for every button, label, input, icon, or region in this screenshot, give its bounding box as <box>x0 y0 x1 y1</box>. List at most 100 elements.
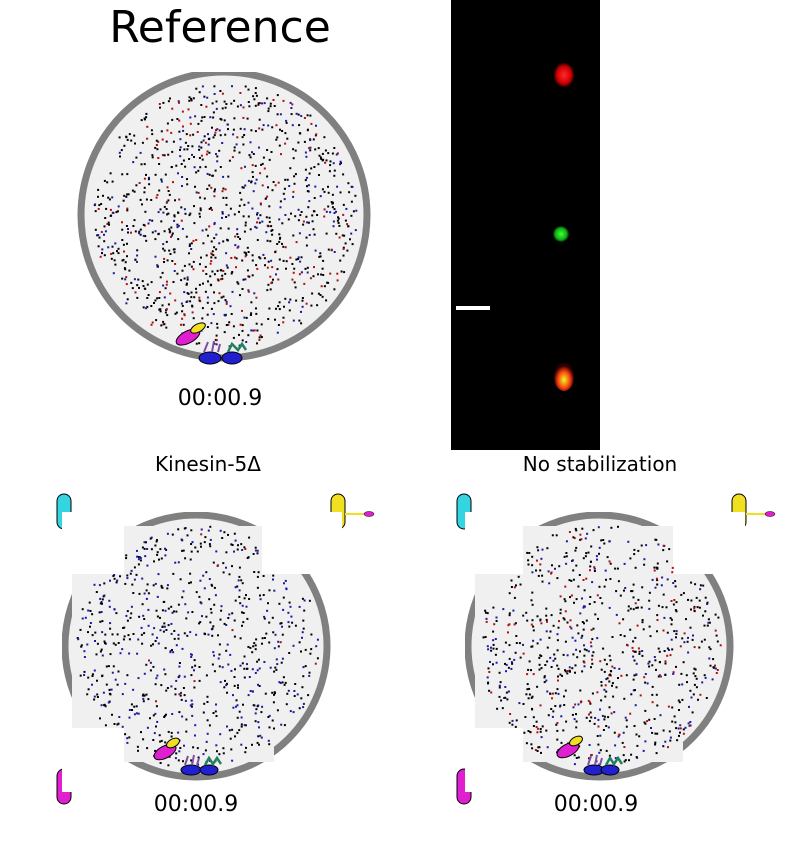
particle-dot <box>132 225 135 227</box>
reference-title: Reference <box>109 2 331 53</box>
particle-dot <box>233 146 236 149</box>
particle-dot <box>564 669 566 672</box>
particle-dot <box>548 582 551 585</box>
particle-dot <box>256 705 259 708</box>
particle-dot <box>552 624 555 627</box>
particle-dot <box>539 704 542 707</box>
particle-dot <box>162 243 165 246</box>
particle-dot <box>128 133 131 136</box>
particle-dot <box>565 720 568 723</box>
particle-dot <box>268 158 271 161</box>
particle-dot <box>215 703 217 706</box>
particle-dot <box>213 603 216 606</box>
particle-dot <box>170 166 173 168</box>
particle-dot <box>303 599 306 602</box>
particle-dot <box>102 595 105 598</box>
particle-dot <box>165 283 168 286</box>
particle-dot <box>698 646 701 649</box>
particle-dot <box>99 602 102 605</box>
particle-dot <box>236 233 239 236</box>
particle-dot <box>528 552 531 554</box>
particle-dot <box>195 342 198 345</box>
particle-dot <box>549 656 552 659</box>
particle-dot <box>213 195 216 198</box>
particle-dot <box>303 117 306 119</box>
particle-dot <box>117 642 120 644</box>
particle-dot <box>143 547 146 550</box>
particle-dot <box>687 651 690 654</box>
particle-dot <box>136 249 139 252</box>
particle-dot <box>204 265 207 268</box>
particle-dot <box>672 582 675 584</box>
particle-dot <box>540 557 543 560</box>
particle-dot <box>256 741 259 744</box>
particle-dot <box>574 671 576 674</box>
particle-dot <box>205 674 208 677</box>
particle-dot <box>180 206 183 209</box>
particle-dot <box>272 578 274 581</box>
particle-dot <box>161 609 164 612</box>
particle-dot <box>104 705 107 708</box>
particle-dot <box>288 625 291 628</box>
particle-dot <box>146 283 149 286</box>
particle-dot <box>174 687 177 690</box>
particle-dot <box>237 236 240 238</box>
particle-dot <box>638 650 641 653</box>
particle-dot <box>546 746 549 749</box>
particle-dot <box>158 297 161 299</box>
particle-dot <box>127 193 130 196</box>
particle-dot <box>236 716 239 719</box>
particle-dot <box>538 663 541 666</box>
particle-dot <box>154 749 157 752</box>
particle-dot <box>132 688 135 691</box>
particle-dot <box>717 616 720 619</box>
particle-dot <box>322 259 325 262</box>
particle-dot <box>99 717 101 720</box>
particle-dot <box>254 225 257 228</box>
particle-dot <box>258 118 261 121</box>
particle-dot <box>208 184 211 187</box>
particle-dot <box>190 705 193 708</box>
particle-dot <box>609 562 612 565</box>
particle-dot <box>225 203 228 206</box>
particle-dot <box>159 208 162 211</box>
particle-dot <box>181 269 184 272</box>
particle-dot <box>218 653 221 656</box>
particle-dot <box>210 611 213 614</box>
particle-dot <box>186 300 189 303</box>
particle-dot <box>678 683 681 686</box>
particle-dot <box>179 148 181 151</box>
particle-dot <box>596 637 599 640</box>
particle-dot <box>539 654 542 657</box>
particle-dot <box>130 612 133 615</box>
particle-dot <box>671 648 674 651</box>
particle-dot <box>202 139 205 142</box>
particle-dot <box>150 323 153 326</box>
particle-dot <box>202 242 205 245</box>
particle-dot <box>168 231 171 234</box>
particle-dot <box>283 582 285 585</box>
particle-dot <box>323 208 326 211</box>
particle-dot <box>185 133 188 136</box>
particle-dot <box>140 633 143 636</box>
particle-dot <box>243 724 246 727</box>
particle-dot <box>300 322 303 325</box>
particle-dot <box>214 188 216 191</box>
particle-dot <box>222 196 225 199</box>
particle-dot <box>267 186 269 189</box>
particle-dot <box>690 581 693 584</box>
particle-dot <box>233 550 235 553</box>
particle-dot <box>540 667 543 670</box>
particle-dot <box>210 260 213 263</box>
particle-dot <box>530 599 533 602</box>
particle-dot <box>579 701 582 704</box>
particle-dot <box>677 727 680 730</box>
particle-dot <box>587 699 590 702</box>
particle-dot <box>208 543 211 546</box>
particle-dot <box>197 756 200 759</box>
particle-dot <box>318 174 320 176</box>
particle-dot <box>126 737 129 740</box>
particle-dot <box>245 594 247 597</box>
particle-dot <box>625 725 628 728</box>
particle-dot <box>505 691 508 694</box>
